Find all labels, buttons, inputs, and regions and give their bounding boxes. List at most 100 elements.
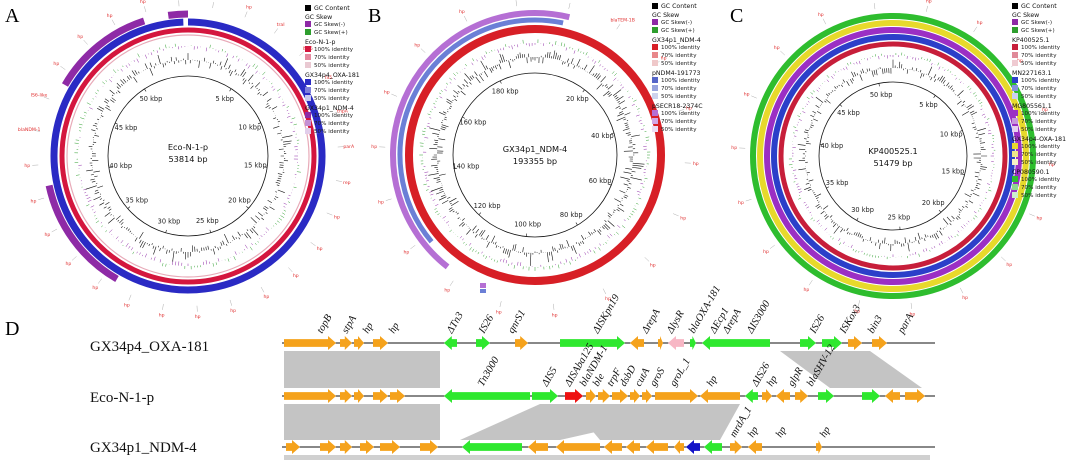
legend-c-head: MG805561.1 <box>1012 103 1052 110</box>
gene-label-mid: groL_1 <box>668 357 693 389</box>
gene-label-b: hp <box>605 296 611 302</box>
legend-c-item: 70% identity <box>1021 152 1057 158</box>
gene-label-b: hp <box>693 161 699 167</box>
gene-label-b: hp <box>686 105 692 111</box>
legend-c-item: 50% identity <box>1021 160 1057 166</box>
gene-label-c-leader <box>751 95 757 99</box>
gene-arrow <box>462 440 522 454</box>
legend-b-item: 70% identity <box>661 86 697 92</box>
gene-arrow <box>556 440 600 454</box>
gene-label-c: hp <box>818 12 824 18</box>
legend-a-swatch <box>305 87 311 93</box>
gene-label-a-leader <box>326 212 333 216</box>
gene-label-a: IS6-like <box>31 92 48 98</box>
tick-mark <box>229 88 232 92</box>
center-name-a: Eco-N-1-p <box>168 142 208 152</box>
homology-block <box>284 404 440 440</box>
gene-label-c: hp <box>909 311 915 317</box>
tick-label: 10 kbp <box>238 124 261 132</box>
gene-arrow <box>818 389 834 403</box>
gene-label-b-leader <box>420 48 426 53</box>
gene-label-a-leader <box>260 286 265 293</box>
gene-label-b: hp <box>661 56 667 62</box>
legend-c-item: 70% identity <box>1021 53 1057 59</box>
legend-a-head: GC Skew <box>305 14 332 21</box>
gene-arrow <box>626 440 640 454</box>
gene-label-b-leader <box>463 15 468 22</box>
gene-label-a: hp <box>293 273 299 279</box>
legend-c-item: 50% identity <box>1021 94 1057 100</box>
track-b-blue <box>397 17 536 244</box>
gene-arrow <box>340 336 352 350</box>
legend-c-item: 70% identity <box>1021 86 1057 92</box>
legend-a-item: 100% identity <box>314 80 354 86</box>
gene-arrow <box>704 440 722 454</box>
gene-label-mid: hp <box>705 374 720 389</box>
gene-label-a: hp <box>44 232 50 238</box>
gene-label-c: hp <box>854 308 860 314</box>
tick-mark <box>938 209 942 213</box>
tick-label: 30 kbp <box>851 206 874 214</box>
gene-label-a: hp <box>107 13 113 19</box>
gene-arrow <box>702 336 770 350</box>
gene-label-a: hp <box>92 285 98 291</box>
tick-label: 120 kbp <box>474 202 501 210</box>
track-a-red <box>59 27 317 285</box>
legend-a-swatch <box>305 95 311 101</box>
gene-label-a-leader <box>318 79 325 84</box>
gene-arrow <box>745 389 758 403</box>
gene-label-a-leader <box>144 6 147 13</box>
panel-letter-a: A <box>5 5 20 27</box>
legend-b-item: GC Skew(+) <box>661 28 695 34</box>
gene-label-c: hp <box>1036 216 1042 222</box>
gene-arrow <box>515 336 528 350</box>
gene-arrow <box>565 389 583 403</box>
tick-mark <box>575 222 578 226</box>
gene-arrow <box>630 336 644 350</box>
track-b-red <box>405 25 665 285</box>
legend-b-head: pNDM4-191773 <box>652 70 701 77</box>
gene-label-a: hp <box>230 308 236 314</box>
gene-label-c: hp <box>962 295 968 301</box>
tick-mark <box>209 229 212 233</box>
tick-label: 20 kbp <box>566 95 589 103</box>
gene-label-c: hp <box>731 145 737 151</box>
tick-label: 35 kbp <box>826 179 849 187</box>
track-b-blue <box>534 17 564 26</box>
legend-b-swatch <box>652 44 658 50</box>
legend-c-item: 100% identity <box>1021 45 1061 51</box>
legend-a-swatch <box>305 120 311 126</box>
homology-block <box>284 455 930 460</box>
tick-mark <box>127 206 131 209</box>
gene-arrow <box>560 336 625 350</box>
legend-b-item: 100% identity <box>661 78 701 84</box>
circular-map-c: 5 kbp 10 kbp 15 kbp 20 kbp 25 kbp 30 kbp 35 kb… <box>731 0 1054 317</box>
legend-b-swatch <box>652 27 658 33</box>
gene-label-b-leader <box>644 257 650 262</box>
legend-c-item: 70% identity <box>1021 119 1057 125</box>
gene-label-top: topB <box>315 312 335 335</box>
gene-arrow <box>674 440 684 454</box>
gene-arrow <box>528 440 548 454</box>
legend-a-swatch <box>305 46 311 52</box>
gene-label-a-leader <box>83 39 88 45</box>
legend-c-swatch <box>1012 110 1018 116</box>
gene-arrow <box>354 389 364 403</box>
tick-label: 160 kbp <box>460 119 487 127</box>
tick-label: 20 kbp <box>922 199 945 207</box>
tick-label: 25 kbp <box>196 217 219 225</box>
gene-label-c-leader <box>1001 256 1006 262</box>
legend-c-head: GC Skew <box>1012 12 1039 19</box>
tick-mark <box>826 186 830 189</box>
gene-label-c-leader <box>769 244 775 249</box>
legend-a-swatch <box>305 5 311 11</box>
legend-b-item: 100% identity <box>661 111 701 117</box>
legend-c-item: GC Skew(+) <box>1021 28 1055 34</box>
gene-arrow <box>284 336 336 350</box>
legend-c-swatch <box>1012 184 1018 190</box>
legend-a-head: Eco-N-1-p <box>305 39 335 46</box>
gene-arrow <box>612 389 628 403</box>
legend-c-swatch <box>1012 151 1018 157</box>
gene-label-c: hp <box>763 249 769 255</box>
gene-arrow <box>284 389 336 403</box>
